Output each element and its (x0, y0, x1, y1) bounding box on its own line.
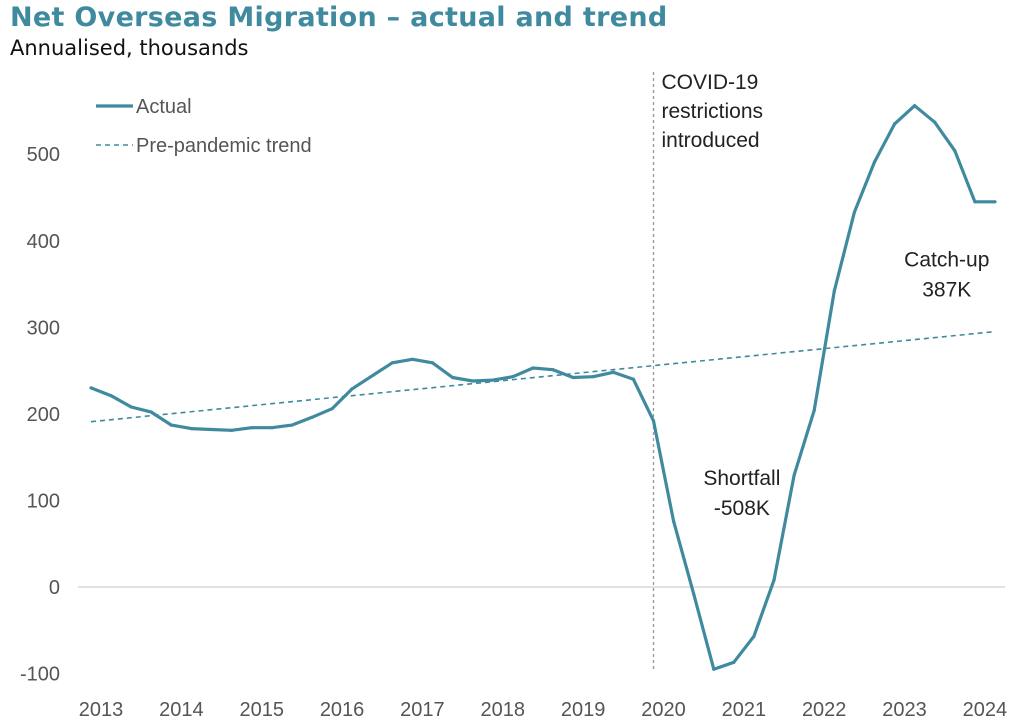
data-point-actual (953, 149, 957, 153)
data-point-actual (149, 410, 153, 414)
data-point-actual (852, 210, 856, 214)
series-line-pre-pandemic-trend (90, 330, 996, 423)
legend-label-pre-pandemic-trend: Pre-pandemic trend (136, 135, 312, 157)
x-tick-label: 2016 (320, 699, 365, 721)
y-tick-label: 100 (27, 490, 60, 512)
data-point-actual (89, 386, 93, 390)
data-point-actual (109, 394, 113, 398)
data-point-actual (993, 200, 997, 204)
x-tick-label: 2015 (239, 699, 284, 721)
data-point-actual (812, 408, 816, 413)
chart-annotations: Shortfall -508K Catch-up 387K (703, 249, 989, 520)
y-tick-label: -100 (20, 664, 60, 686)
data-point-actual (370, 374, 374, 378)
data-point-actual (330, 407, 334, 411)
data-point-actual (611, 370, 615, 374)
x-tick-label: 2024 (963, 699, 1008, 721)
data-point-actual (290, 423, 294, 427)
x-tick-label: 2018 (481, 699, 526, 721)
data-point-actual (631, 377, 636, 381)
x-tick-label: 2021 (722, 699, 767, 721)
data-point-actual (712, 667, 716, 671)
data-point-actual (350, 387, 354, 391)
data-point-actual (511, 375, 515, 379)
data-point-actual (973, 200, 977, 204)
data-point-actual (671, 519, 676, 523)
data-point-actual (451, 375, 455, 380)
data-point-actual (591, 375, 595, 379)
covid-event-label: COVID-19 restrictions introduced (661, 71, 763, 152)
x-axis-ticks: 2013 2014 2015 2016 2017 2018 2019 2020 2021 2022… (79, 699, 1007, 721)
series-line-actual (90, 104, 995, 671)
x-tick-label: 2022 (802, 699, 847, 721)
data-point-actual (270, 426, 274, 430)
chart-subtitle: Annualised, thousands (10, 36, 249, 60)
data-point-actual (410, 357, 415, 361)
data-point-actual (230, 428, 234, 432)
series-points-actual (89, 104, 997, 671)
annotation-label: Catch-up 387K (904, 249, 989, 302)
x-tick-label: 2013 (79, 699, 124, 721)
legend: Actual Pre-pandemic trend (96, 96, 312, 157)
data-point-actual (651, 419, 656, 423)
x-tick-label: 2020 (641, 699, 686, 721)
data-point-actual (692, 592, 696, 596)
data-point-actual (169, 423, 173, 427)
legend-label-actual: Actual (136, 96, 192, 118)
data-point-actual (752, 634, 756, 638)
data-point-actual (471, 379, 475, 383)
data-point-actual (390, 361, 394, 365)
annotation-label: Shortfall -508K (703, 467, 780, 520)
y-axis-ticks: -100 0 100 200 300 400 500 (20, 144, 60, 685)
data-point-actual (571, 375, 575, 380)
x-tick-label: 2023 (882, 699, 927, 721)
data-point-actual (531, 366, 535, 370)
data-point-actual (129, 405, 133, 409)
x-tick-label: 2014 (159, 699, 204, 721)
y-tick-label: 200 (27, 404, 60, 426)
data-point-actual (551, 368, 555, 372)
data-point-actual (491, 378, 495, 382)
data-point-actual (933, 120, 937, 124)
y-tick-label: 500 (27, 144, 60, 166)
data-point-actual (310, 415, 314, 419)
data-point-actual (250, 426, 254, 430)
y-tick-label: 300 (27, 317, 60, 339)
data-point-actual (189, 426, 194, 431)
x-tick-label: 2017 (400, 699, 445, 721)
data-point-actual (913, 104, 917, 108)
data-point-actual (832, 289, 836, 293)
data-point-actual (872, 160, 877, 164)
data-point-actual (209, 427, 214, 432)
data-point-actual (430, 361, 435, 365)
data-point-actual (772, 578, 776, 582)
chart-title: Net Overseas Migration – actual and tren… (10, 2, 668, 33)
x-tick-label: 2019 (561, 699, 606, 721)
data-point-actual (792, 473, 796, 477)
data-point-actual (732, 660, 736, 664)
y-tick-label: 400 (27, 231, 60, 253)
data-point-actual (892, 122, 897, 126)
y-tick-label: 0 (49, 577, 60, 599)
